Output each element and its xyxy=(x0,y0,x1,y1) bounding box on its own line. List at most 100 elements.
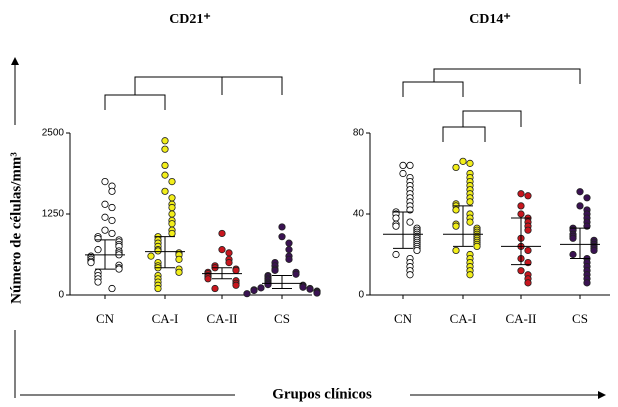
data-point xyxy=(524,192,532,200)
data-point xyxy=(466,271,474,279)
x-tick-label: CA-II xyxy=(505,311,536,326)
data-point xyxy=(452,222,460,230)
data-point xyxy=(517,190,525,198)
data-point xyxy=(452,206,460,214)
data-point xyxy=(583,194,591,202)
data-point xyxy=(576,188,584,196)
data-point xyxy=(392,214,400,222)
y-tick-label: 40 xyxy=(353,209,365,220)
data-point xyxy=(278,233,286,241)
data-point xyxy=(243,290,251,298)
data-point xyxy=(413,246,421,255)
data-point xyxy=(108,284,116,293)
data-point xyxy=(524,279,532,287)
data-point xyxy=(517,202,525,210)
data-point xyxy=(278,223,286,231)
y-tick-label: 0 xyxy=(58,290,64,301)
data-point xyxy=(524,246,532,255)
y-axis-label: Número de células/mm³ xyxy=(8,152,24,304)
data-point xyxy=(285,239,293,247)
data-point xyxy=(168,220,176,228)
data-point xyxy=(517,267,525,275)
data-point xyxy=(452,163,460,172)
data-point xyxy=(161,187,169,195)
data-point xyxy=(168,194,176,202)
data-point xyxy=(466,218,474,226)
data-point xyxy=(161,171,169,179)
data-point xyxy=(466,198,474,206)
data-point xyxy=(168,203,176,212)
data-point xyxy=(161,145,169,153)
x-tick-label: CS xyxy=(572,311,588,326)
y-tick-label: 0 xyxy=(358,290,364,301)
data-point xyxy=(94,278,102,286)
data-point xyxy=(459,157,467,165)
data-point xyxy=(161,161,169,169)
data-point xyxy=(264,281,272,289)
data-point xyxy=(524,226,532,234)
significance-brackets xyxy=(104,68,581,142)
data-point xyxy=(292,270,300,278)
x-tick-label: CN xyxy=(96,311,115,326)
x-tick-label: CN xyxy=(394,311,413,326)
data-point xyxy=(569,250,577,259)
data-point xyxy=(204,275,212,283)
data-point xyxy=(392,222,400,230)
data-point xyxy=(452,246,460,255)
data-point xyxy=(108,216,116,225)
data-point xyxy=(590,246,598,255)
data-point xyxy=(218,246,226,254)
data-point xyxy=(225,258,233,267)
data-point xyxy=(285,246,293,254)
data-point xyxy=(299,283,307,291)
data-point xyxy=(101,226,109,234)
data-point xyxy=(399,169,407,178)
x-axis-label: Grupos clínicos xyxy=(272,386,372,402)
data-point xyxy=(108,229,116,238)
data-point xyxy=(101,200,109,208)
data-point xyxy=(218,229,226,238)
data-point xyxy=(250,286,258,295)
x-tick-label: CA-I xyxy=(152,311,179,326)
data-point xyxy=(406,271,414,279)
data-point xyxy=(473,242,481,250)
data-point xyxy=(108,187,116,195)
data-point xyxy=(101,178,109,186)
data-point xyxy=(306,285,314,293)
x-tick-label: CA-I xyxy=(450,311,477,326)
data-point xyxy=(392,250,400,259)
x-tick-label: CA-II xyxy=(206,311,237,326)
data-point xyxy=(257,284,265,292)
data-point xyxy=(147,252,155,260)
data-point xyxy=(154,284,162,293)
data-point xyxy=(285,255,293,263)
data-point xyxy=(569,234,577,242)
data-point xyxy=(232,281,240,289)
data-point xyxy=(211,284,219,293)
data-point xyxy=(225,249,233,257)
chart-title: CD21⁺ xyxy=(169,12,211,27)
data-point xyxy=(271,266,279,274)
data-point xyxy=(406,218,414,226)
data-point xyxy=(94,246,102,254)
data-point xyxy=(399,161,407,169)
data-point xyxy=(168,210,176,218)
data-point xyxy=(168,178,176,186)
data-point xyxy=(175,268,183,276)
data-point xyxy=(161,137,169,145)
data-point xyxy=(168,229,176,238)
data-point xyxy=(466,159,474,167)
data-point xyxy=(101,213,109,221)
chart-title: CD14⁺ xyxy=(469,12,511,27)
data-point xyxy=(115,265,123,273)
data-point xyxy=(517,210,525,218)
data-point xyxy=(108,203,116,212)
data-point xyxy=(232,266,240,274)
y-tick-label: 1250 xyxy=(42,209,65,220)
x-tick-label: CS xyxy=(274,311,290,326)
data-point xyxy=(87,258,95,267)
y-tick-label: 2500 xyxy=(42,128,65,139)
data-point xyxy=(175,255,183,263)
